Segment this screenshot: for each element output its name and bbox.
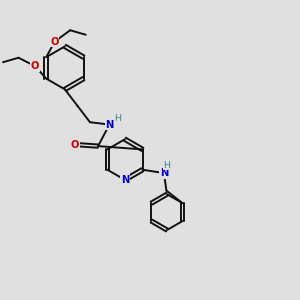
- Text: H: H: [114, 113, 121, 122]
- Text: H: H: [163, 161, 170, 170]
- Text: O: O: [50, 37, 59, 46]
- Text: O: O: [71, 140, 79, 150]
- Text: N: N: [105, 120, 114, 130]
- Text: N: N: [160, 168, 168, 178]
- Text: O: O: [31, 61, 39, 71]
- Text: N: N: [121, 175, 129, 185]
